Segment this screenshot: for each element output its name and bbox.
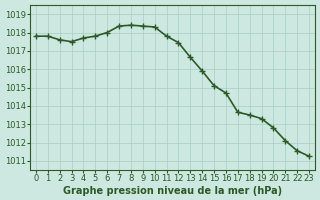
X-axis label: Graphe pression niveau de la mer (hPa): Graphe pression niveau de la mer (hPa) [63, 186, 282, 196]
